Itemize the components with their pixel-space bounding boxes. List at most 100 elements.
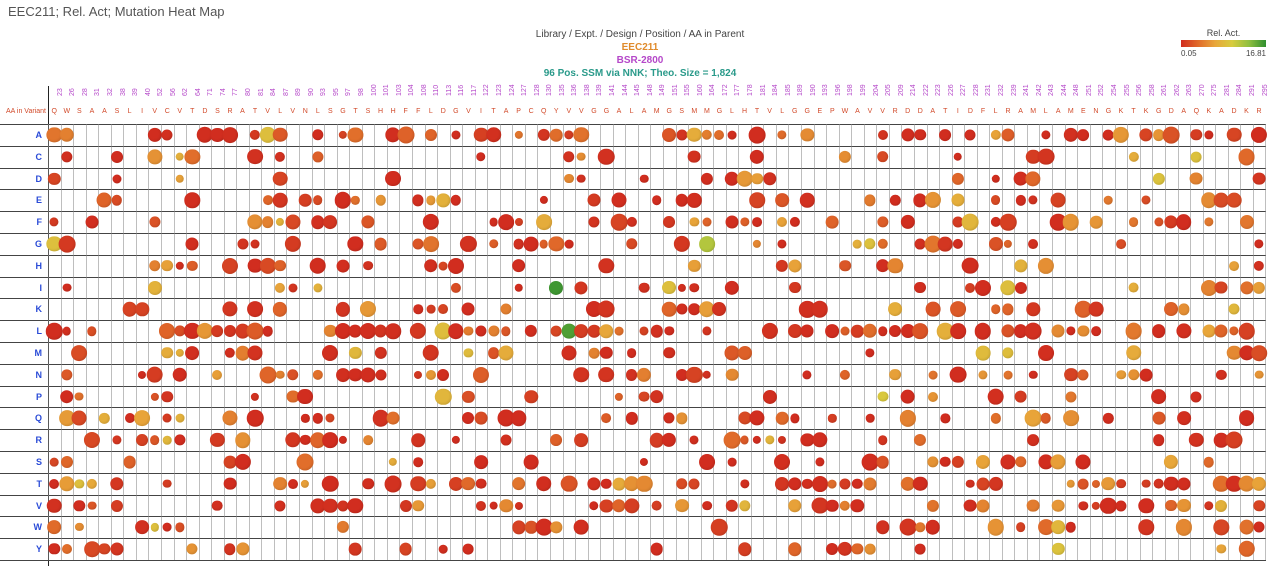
heatmap-dot[interactable] [699, 236, 715, 252]
heatmap-dot[interactable] [889, 369, 901, 381]
heatmap-dot[interactable] [512, 477, 526, 491]
heatmap-dot[interactable] [1215, 281, 1228, 294]
heatmap-dot[interactable] [187, 544, 198, 555]
heatmap-dot[interactable] [665, 326, 674, 335]
heatmap-dot[interactable] [551, 326, 562, 337]
heatmap-dot[interactable] [1129, 217, 1139, 227]
heatmap-dot[interactable] [1052, 543, 1064, 555]
heatmap-dot[interactable] [297, 453, 314, 470]
heatmap-dot[interactable] [175, 414, 184, 423]
heatmap-dot[interactable] [146, 366, 163, 383]
heatmap-dot[interactable] [703, 370, 712, 379]
heatmap-dot[interactable] [374, 238, 387, 251]
heatmap-dot[interactable] [1025, 323, 1042, 340]
heatmap-dot[interactable] [1254, 261, 1264, 271]
heatmap-dot[interactable] [48, 172, 60, 184]
heatmap-dot[interactable] [650, 325, 662, 337]
heatmap-dot[interactable] [687, 193, 701, 207]
heatmap-dot[interactable] [751, 173, 762, 184]
heatmap-dot[interactable] [1002, 304, 1013, 315]
heatmap-dot[interactable] [323, 432, 339, 448]
heatmap-dot[interactable] [976, 346, 991, 361]
heatmap-dot[interactable] [928, 391, 938, 401]
heatmap-dot[interactable] [175, 152, 184, 161]
heatmap-dot[interactable] [50, 218, 59, 227]
heatmap-dot[interactable] [448, 323, 464, 339]
heatmap-dot[interactable] [989, 237, 1003, 251]
heatmap-dot[interactable] [176, 349, 184, 357]
heatmap-dot[interactable] [1153, 172, 1165, 184]
heatmap-dot[interactable] [1165, 500, 1177, 512]
heatmap-dot[interactable] [853, 240, 862, 249]
heatmap-dot[interactable] [877, 151, 889, 163]
heatmap-dot[interactable] [475, 326, 486, 337]
heatmap-dot[interactable] [524, 390, 538, 404]
heatmap-dot[interactable] [964, 499, 977, 512]
heatmap-dot[interactable] [1126, 345, 1142, 361]
heatmap-dot[interactable] [838, 542, 852, 556]
heatmap-dot[interactable] [148, 128, 162, 142]
heatmap-dot[interactable] [790, 414, 799, 423]
heatmap-dot[interactable] [462, 477, 476, 491]
heatmap-dot[interactable] [564, 130, 573, 139]
heatmap-dot[interactable] [865, 544, 876, 555]
heatmap-dot[interactable] [563, 151, 575, 163]
heatmap-dot[interactable] [925, 302, 940, 317]
heatmap-dot[interactable] [840, 370, 850, 380]
heatmap-dot[interactable] [776, 260, 788, 272]
heatmap-dot[interactable] [499, 499, 512, 512]
heatmap-dot[interactable] [273, 128, 288, 143]
heatmap-dot[interactable] [574, 433, 588, 447]
heatmap-dot[interactable] [915, 523, 925, 533]
heatmap-dot[interactable] [602, 413, 612, 423]
heatmap-dot[interactable] [273, 302, 287, 316]
heatmap-dot[interactable] [1037, 148, 1054, 165]
heatmap-dot[interactable] [463, 544, 474, 555]
heatmap-dot[interactable] [524, 455, 539, 470]
heatmap-dot[interactable] [1001, 325, 1014, 338]
heatmap-dot[interactable] [85, 216, 98, 229]
heatmap-dot[interactable] [840, 500, 851, 511]
heatmap-dot[interactable] [561, 345, 576, 360]
heatmap-dot[interactable] [788, 542, 801, 555]
heatmap-dot[interactable] [588, 325, 601, 338]
heatmap-dot[interactable] [664, 413, 675, 424]
heatmap-dot[interactable] [1026, 303, 1039, 316]
heatmap-dot[interactable] [1177, 411, 1191, 425]
heatmap-dot[interactable] [339, 131, 347, 139]
heatmap-dot[interactable] [448, 258, 464, 274]
heatmap-dot[interactable] [161, 391, 173, 403]
heatmap-dot[interactable] [87, 326, 96, 335]
heatmap-dot[interactable] [662, 281, 676, 295]
heatmap-dot[interactable] [375, 195, 385, 205]
heatmap-dot[interactable] [828, 414, 836, 422]
heatmap-dot[interactable] [262, 216, 274, 228]
heatmap-dot[interactable] [422, 345, 439, 362]
heatmap-dot[interactable] [726, 368, 739, 381]
heatmap-dot[interactable] [536, 476, 552, 492]
heatmap-dot[interactable] [1176, 214, 1192, 230]
heatmap-dot[interactable] [62, 327, 71, 336]
heatmap-dot[interactable] [714, 130, 724, 140]
heatmap-dot[interactable] [222, 411, 237, 426]
heatmap-dot[interactable] [1077, 129, 1089, 141]
heatmap-dot[interactable] [878, 326, 887, 335]
heatmap-dot[interactable] [1152, 412, 1165, 425]
heatmap-dot[interactable] [385, 475, 402, 492]
heatmap-dot[interactable] [498, 214, 514, 230]
heatmap-dot[interactable] [337, 521, 349, 533]
heatmap-dot[interactable] [1190, 172, 1203, 185]
heatmap-dot[interactable] [336, 368, 350, 382]
heatmap-dot[interactable] [788, 499, 801, 512]
heatmap-dot[interactable] [1052, 499, 1065, 512]
heatmap-dot[interactable] [71, 345, 87, 361]
heatmap-dot[interactable] [778, 130, 787, 139]
heatmap-dot[interactable] [375, 369, 386, 380]
heatmap-dot[interactable] [690, 217, 699, 226]
heatmap-dot[interactable] [615, 392, 623, 400]
heatmap-dot[interactable] [676, 129, 687, 140]
heatmap-dot[interactable] [97, 193, 112, 208]
heatmap-dot[interactable] [374, 347, 386, 359]
heatmap-dot[interactable] [1177, 499, 1191, 513]
heatmap-dot[interactable] [1191, 151, 1202, 162]
